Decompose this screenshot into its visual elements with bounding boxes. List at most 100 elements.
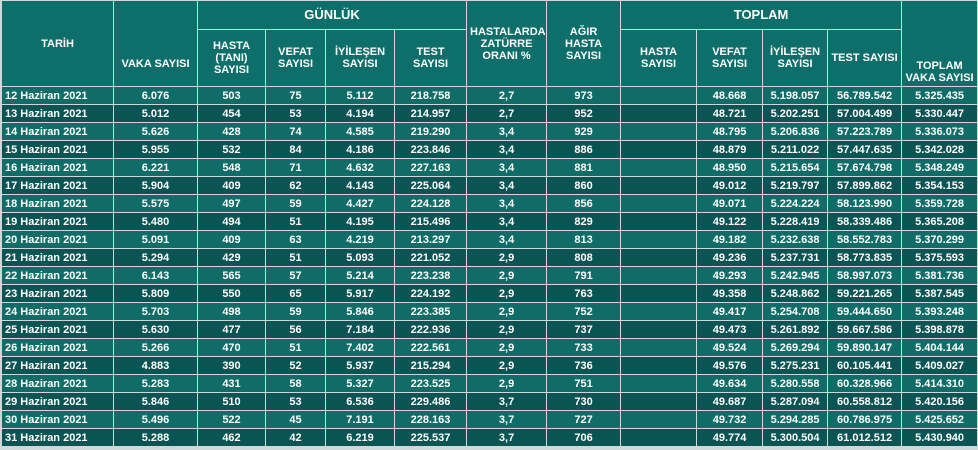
cell-total-cases: 5.381.736	[901, 266, 978, 285]
cell-total-deaths: 49.634	[696, 374, 764, 393]
cell-total-tests: 60.786.975	[827, 410, 903, 429]
cell-total-recovered: 5.300.504	[762, 428, 829, 447]
cell-critical-patients: 973	[546, 86, 622, 105]
cell-daily-recovered: 5.093	[325, 248, 395, 267]
cell-critical-patients: 886	[546, 140, 622, 159]
table-row: 17 Haziran 2021 5.904 409 62 4.143 225.064 3,4…	[1, 176, 978, 195]
table-row: 25 Haziran 2021 5.630 477 56 7.184 222.936 2,9…	[1, 320, 978, 339]
cell-total-recovered: 5.261.892	[762, 320, 829, 339]
cell-cases: 5.012	[113, 104, 198, 123]
cell-total-cases: 5.420.156	[901, 392, 978, 411]
cell-daily-tests: 219.290	[393, 122, 468, 141]
cell-total-cases: 5.414.310	[901, 374, 978, 393]
cell-daily-tests: 218.758	[393, 86, 468, 105]
cell-total-tests: 60.105.441	[827, 356, 903, 375]
cell-total-patients	[620, 122, 698, 141]
cell-total-cases: 5.387.545	[901, 284, 978, 303]
cell-daily-tests: 225.064	[393, 176, 468, 195]
cell-pneumonia-rate: 3,4	[466, 230, 548, 249]
table-row: 18 Haziran 2021 5.575 497 59 4.427 224.128 3,4…	[1, 194, 978, 213]
cell-cases: 5.626	[113, 122, 198, 141]
cell-total-tests: 58.339.486	[827, 212, 903, 231]
cell-daily-deaths: 51	[265, 212, 326, 231]
cell-critical-patients: 929	[546, 122, 622, 141]
cell-date: 28 Haziran 2021	[1, 374, 114, 393]
cell-daily-tests: 223.846	[393, 140, 468, 159]
cell-daily-patients: 548	[197, 158, 266, 177]
cell-daily-tests: 224.192	[393, 284, 468, 303]
header-critical-patients: AĞIR HASTA SAYISI	[546, 0, 622, 87]
cell-cases: 4.883	[113, 356, 198, 375]
cell-daily-recovered: 6.219	[325, 428, 395, 447]
table-row: 28 Haziran 2021 5.283 431 58 5.327 223.525 2,9…	[1, 374, 978, 393]
cell-total-tests: 60.558.812	[827, 392, 903, 411]
cell-pneumonia-rate: 2,9	[466, 284, 548, 303]
cell-daily-patients: 565	[197, 266, 266, 285]
cell-total-tests: 58.773.835	[827, 248, 903, 267]
cell-total-tests: 57.004.499	[827, 104, 903, 123]
cell-total-recovered: 5.280.558	[762, 374, 829, 393]
cell-total-cases: 5.342.028	[901, 140, 978, 159]
cell-total-tests: 58.997.073	[827, 266, 903, 285]
cell-daily-patients: 409	[197, 176, 266, 195]
header-pneumonia-rate: HASTALARDA ZATÜRRE ORANI %	[466, 0, 548, 87]
cell-daily-deaths: 53	[265, 392, 326, 411]
cell-critical-patients: 813	[546, 230, 622, 249]
cell-date: 19 Haziran 2021	[1, 212, 114, 231]
cell-daily-deaths: 63	[265, 230, 326, 249]
cell-critical-patients: 881	[546, 158, 622, 177]
cell-total-patients	[620, 86, 698, 105]
table-row: 15 Haziran 2021 5.955 532 84 4.186 223.846 3,4…	[1, 140, 978, 159]
cell-daily-patients: 462	[197, 428, 266, 447]
cell-critical-patients: 829	[546, 212, 622, 231]
cell-pneumonia-rate: 3,4	[466, 194, 548, 213]
cell-total-recovered: 5.232.638	[762, 230, 829, 249]
cell-total-patients	[620, 428, 698, 447]
header-total-tests: TEST SAYISI	[827, 29, 903, 87]
cell-total-patients	[620, 284, 698, 303]
cell-daily-patients: 431	[197, 374, 266, 393]
cell-total-deaths: 49.236	[696, 248, 764, 267]
cell-critical-patients: 791	[546, 266, 622, 285]
cell-critical-patients: 952	[546, 104, 622, 123]
cell-total-tests: 60.328.966	[827, 374, 903, 393]
cell-daily-deaths: 57	[265, 266, 326, 285]
cell-total-recovered: 5.237.731	[762, 248, 829, 267]
cell-daily-patients: 498	[197, 302, 266, 321]
cell-total-tests: 61.012.512	[827, 428, 903, 447]
header-total-group: TOPLAM	[620, 0, 903, 30]
cell-daily-tests: 229.486	[393, 392, 468, 411]
cell-daily-tests: 224.128	[393, 194, 468, 213]
cell-total-deaths: 49.417	[696, 302, 764, 321]
cell-critical-patients: 751	[546, 374, 622, 393]
cell-total-deaths: 49.071	[696, 194, 764, 213]
cell-total-deaths: 48.668	[696, 86, 764, 105]
cell-daily-deaths: 71	[265, 158, 326, 177]
cell-daily-patients: 470	[197, 338, 266, 357]
cell-daily-deaths: 56	[265, 320, 326, 339]
cell-total-recovered: 5.219.797	[762, 176, 829, 195]
cell-total-deaths: 48.795	[696, 122, 764, 141]
cell-cases: 5.904	[113, 176, 198, 195]
cell-total-tests: 57.674.798	[827, 158, 903, 177]
cell-total-patients	[620, 392, 698, 411]
cell-daily-deaths: 65	[265, 284, 326, 303]
cell-pneumonia-rate: 2,9	[466, 374, 548, 393]
cell-critical-patients: 763	[546, 284, 622, 303]
cell-total-tests: 59.444.650	[827, 302, 903, 321]
header-cases: VAKA SAYISI	[113, 0, 198, 87]
cell-daily-patients: 532	[197, 140, 266, 159]
cell-total-patients	[620, 230, 698, 249]
cell-daily-patients: 428	[197, 122, 266, 141]
table-body: 12 Haziran 2021 6.076 503 75 5.112 218.758 2,7…	[1, 86, 978, 447]
cell-daily-recovered: 5.214	[325, 266, 395, 285]
cell-cases: 5.703	[113, 302, 198, 321]
cell-critical-patients: 860	[546, 176, 622, 195]
cell-daily-tests: 213.297	[393, 230, 468, 249]
header-total-deaths: VEFAT SAYISI	[696, 29, 764, 87]
cell-date: 12 Haziran 2021	[1, 86, 114, 105]
cell-total-patients	[620, 176, 698, 195]
cell-total-deaths: 49.473	[696, 320, 764, 339]
cell-cases: 5.288	[113, 428, 198, 447]
cell-daily-recovered: 5.112	[325, 86, 395, 105]
